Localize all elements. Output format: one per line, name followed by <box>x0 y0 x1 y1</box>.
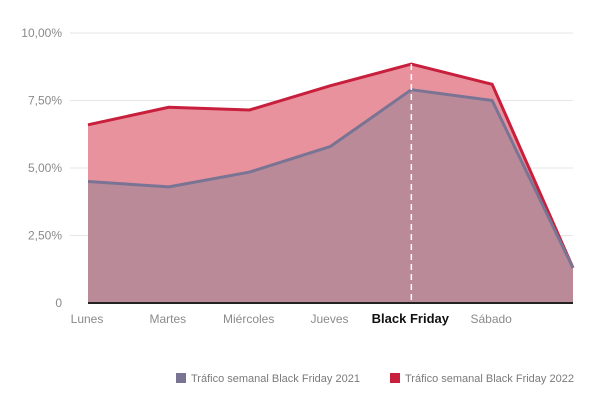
x-tick-label: Martes <box>149 312 186 326</box>
legend-swatch <box>176 373 186 383</box>
legend: Tráfico semanal Black Friday 2021 Tráfico… <box>176 373 574 385</box>
y-tick-label: 7,50% <box>28 94 62 108</box>
area-layer <box>88 64 573 303</box>
x-tick-label: Sábado <box>470 312 512 326</box>
series-line-0 <box>87 62 575 269</box>
legend-label: Tráfico semanal Black Friday 2021 <box>191 373 360 385</box>
x-tick-label: Jueves <box>310 312 348 326</box>
legend-label: Tráfico semanal Black Friday 2022 <box>405 373 574 385</box>
y-tick-label: 0 <box>55 296 62 310</box>
x-tick-label: Lunes <box>71 312 104 326</box>
x-tick-label: Black Friday <box>372 311 450 326</box>
y-tick-label: 5,00% <box>28 161 62 175</box>
x-axis: Lunes Martes Miércoles Jueves Black Friday Sá… <box>71 302 573 326</box>
y-tick-label: 10,00% <box>21 26 62 40</box>
line-layer <box>87 62 575 269</box>
series-area-1 <box>88 89 573 303</box>
x-tick-label: Miércoles <box>223 312 274 326</box>
series-line-1 <box>87 88 575 269</box>
y-tick-label: 2,50% <box>28 229 62 243</box>
legend-swatch <box>390 373 400 383</box>
y-axis: 0 2,50% 5,00% 7,50% 10,00% <box>21 26 62 310</box>
